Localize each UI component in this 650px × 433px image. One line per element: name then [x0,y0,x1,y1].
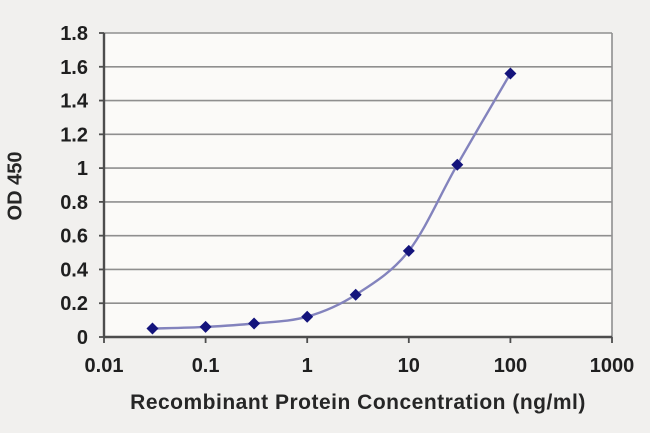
y-tick-label: 1.6 [60,57,88,79]
y-tick-label: 0 [77,327,88,349]
y-tick-label: 0.4 [60,259,89,281]
data-point-marker [451,158,464,171]
y-tick-label: 1 [77,158,88,180]
plot-area-background [104,33,612,337]
y-tick-label: 1.8 [60,23,88,45]
data-point-marker [402,244,415,257]
x-tick-label: 1 [302,355,313,377]
x-tick-label: 0.1 [192,355,220,377]
x-tick-label: 100 [494,355,527,377]
data-point-marker [248,317,261,330]
y-tick-label: 1.4 [60,91,89,113]
x-tick-label: 1000 [590,355,635,377]
data-point-marker [146,322,159,335]
x-tick-label: 10 [398,355,420,377]
y-tick-label: 0.6 [60,226,88,248]
x-axis-title: Recombinant Protein Concentration (ng/ml… [130,391,586,414]
x-tick-label: 0.01 [85,355,124,377]
y-tick-label: 0.2 [60,293,88,315]
data-point-marker [199,320,212,333]
y-tick-label: 0.8 [60,192,88,214]
data-point-marker [504,67,517,80]
y-tick-label: 1.2 [60,124,88,146]
data-point-marker [349,288,362,301]
y-axis-title: OD 450 [4,151,27,221]
data-point-marker [301,310,314,323]
